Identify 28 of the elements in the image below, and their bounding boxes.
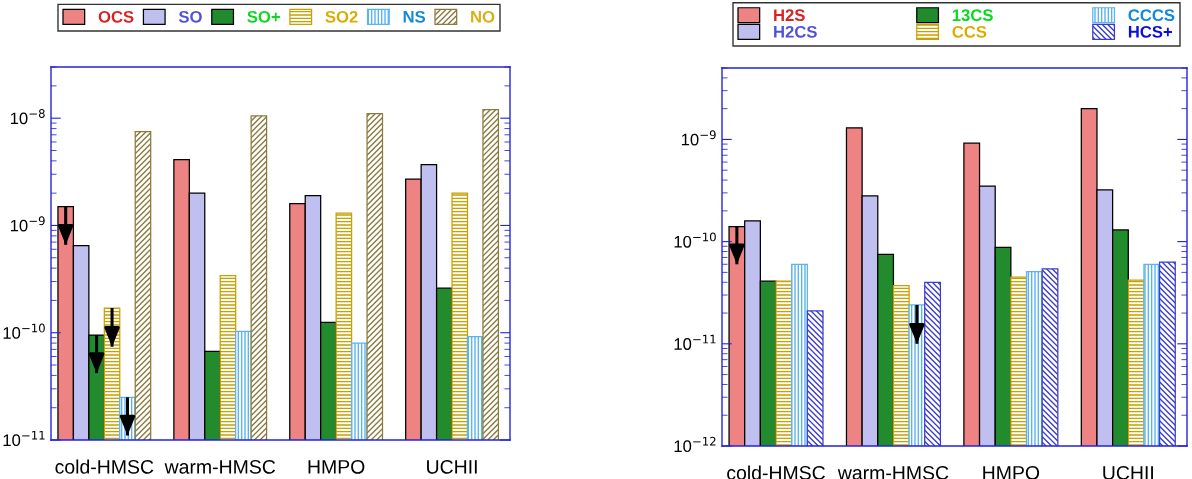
legend-label: NO xyxy=(471,10,495,23)
y-tick-label: 10$^{−10}$ xyxy=(3,323,45,339)
legend-label: H2S xyxy=(774,9,805,22)
legend-label: SO2 xyxy=(325,10,358,23)
y-tick-label: 10$^{−8}$ xyxy=(10,109,45,125)
legend-label: CCCS xyxy=(1128,9,1175,22)
y-tick-label: 10$^{−11}$ xyxy=(3,431,45,447)
legend-label: HCS+ xyxy=(1128,25,1173,38)
legend-label: CCS xyxy=(952,25,987,38)
legend-label: NS xyxy=(403,10,426,23)
x-tick-label: cold-HMSC xyxy=(727,465,825,479)
x-tick-label: warm-HMSC xyxy=(837,465,949,479)
x-tick-label: UCHII xyxy=(427,459,477,474)
legend-label: H2CS xyxy=(774,25,817,38)
x-tick-label: cold-HMSC xyxy=(55,459,154,474)
x-tick-label: HMPO xyxy=(983,465,1040,479)
y-tick-label: 10$^{−11}$ xyxy=(674,334,716,350)
x-tick-label: UCHII xyxy=(1103,465,1153,479)
legend-label: OCS xyxy=(98,10,134,23)
x-tick-label: warm-HMSC xyxy=(164,459,276,474)
x-tick-label: HMPO xyxy=(308,459,365,474)
y-tick-label: 10$^{−10}$ xyxy=(674,232,716,248)
y-tick-label: 10$^{−12}$ xyxy=(674,436,716,453)
legend-label: 13CS xyxy=(952,9,993,22)
y-tick-label: 10$^{−9}$ xyxy=(681,130,716,146)
legend-label: SO+ xyxy=(247,10,280,23)
legend-label: SO xyxy=(178,10,202,23)
y-tick-label: 10$^{−9}$ xyxy=(10,216,45,232)
